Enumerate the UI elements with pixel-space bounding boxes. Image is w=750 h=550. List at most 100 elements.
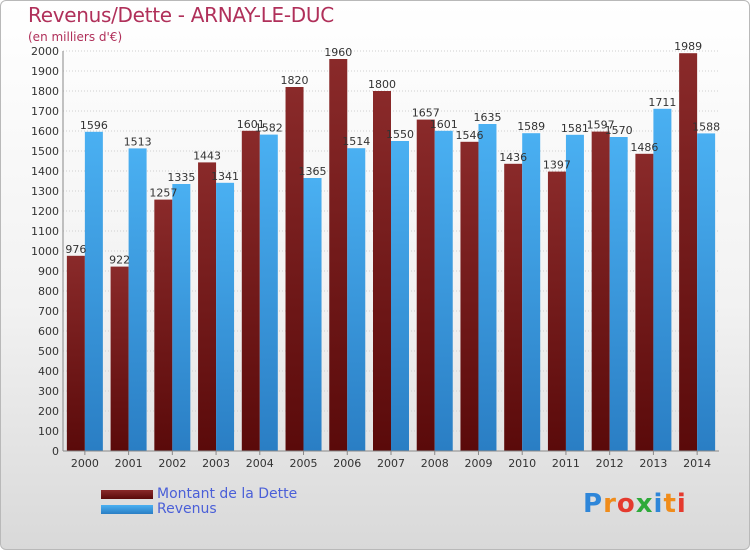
bar-dette xyxy=(591,131,610,451)
bar-revenus xyxy=(172,184,191,451)
bar-dette-label: 976 xyxy=(65,243,86,256)
bar-dette-label: 922 xyxy=(109,254,130,267)
bar-revenus-label: 1335 xyxy=(167,171,195,184)
x-tick-label: 2007 xyxy=(377,457,405,470)
y-tick-label: 300 xyxy=(38,385,59,398)
logo-letter: o xyxy=(616,489,636,519)
bar-dette xyxy=(154,199,173,451)
legend-label-dette: Montant de la Dette xyxy=(157,486,298,502)
bar-revenus-label: 1589 xyxy=(517,120,545,133)
x-tick-label: 2009 xyxy=(464,457,492,470)
bar-dette-label: 1597 xyxy=(587,119,615,132)
bar-revenus xyxy=(653,108,672,452)
y-tick-label: 1100 xyxy=(31,225,59,238)
bar-revenus-label: 1601 xyxy=(430,118,458,131)
bar-revenus xyxy=(259,134,278,451)
legend-label-revenus: Revenus xyxy=(157,501,217,517)
x-tick-label: 2003 xyxy=(202,457,230,470)
bar-dette xyxy=(110,266,129,451)
bar-revenus-label: 1581 xyxy=(561,122,589,135)
bar-revenus-label: 1514 xyxy=(342,135,370,148)
bars xyxy=(66,53,716,452)
bar-revenus-label: 1570 xyxy=(605,124,633,137)
bar-revenus-label: 1513 xyxy=(124,135,152,148)
y-tick-label: 1300 xyxy=(31,185,59,198)
bar-dette-label: 1436 xyxy=(499,151,527,164)
y-tick-label: 600 xyxy=(38,325,59,338)
bar-revenus xyxy=(303,178,322,451)
x-tick-label: 2005 xyxy=(290,457,318,470)
bar-dette xyxy=(460,141,479,452)
x-tick-label: 2006 xyxy=(333,457,361,470)
y-tick-label: 500 xyxy=(38,345,59,358)
y-tick-label: 800 xyxy=(38,285,59,298)
logo-letter: P xyxy=(583,489,604,519)
bar-dette-label: 1800 xyxy=(368,78,396,91)
x-tick-label: 2014 xyxy=(683,457,711,470)
legend-swatch-revenus xyxy=(101,505,153,514)
bar-revenus-label: 1341 xyxy=(211,170,239,183)
bar-dette-label: 1960 xyxy=(324,46,352,59)
bar-dette-label: 1657 xyxy=(412,107,440,120)
y-tick-label: 0 xyxy=(52,445,59,458)
y-tick-label: 900 xyxy=(38,265,59,278)
y-tick-label: 1600 xyxy=(31,125,59,138)
bar-dette xyxy=(285,87,304,451)
bar-revenus xyxy=(391,141,409,451)
y-tick-label: 100 xyxy=(38,425,59,438)
bar-revenus xyxy=(522,133,541,451)
x-tick-label: 2000 xyxy=(71,457,99,470)
bar-dette xyxy=(635,153,654,452)
x-tick-label: 2008 xyxy=(421,457,449,470)
bar-revenus xyxy=(84,131,103,452)
logo-letter: t xyxy=(663,489,677,519)
logo-letter: x xyxy=(635,489,654,519)
proxiti-logo: Proxiti xyxy=(583,489,687,519)
logo-letter: i xyxy=(676,489,687,519)
data-labels: 9761596922151312571335144313411601158218… xyxy=(65,40,720,266)
chart-subtitle: (en milliers d'€) xyxy=(28,30,123,44)
bar-dette xyxy=(241,130,260,452)
axes: 0 100 200 300 400 500 600 700 800 900 1000 1100 1200… xyxy=(31,45,719,470)
bar-dette xyxy=(504,163,523,452)
x-tick-label: 2010 xyxy=(508,457,536,470)
y-tick-label: 1200 xyxy=(31,205,59,218)
bar-dette-label: 1397 xyxy=(543,159,571,172)
bar-dette-label: 1820 xyxy=(281,74,309,87)
bar-revenus-label: 1635 xyxy=(473,111,501,124)
bar-dette-label: 1601 xyxy=(237,118,265,131)
x-tick-label: 2002 xyxy=(158,457,186,470)
y-tick-label: 2000 xyxy=(31,45,59,58)
bar-dette xyxy=(547,171,566,451)
bar-dette xyxy=(416,119,435,451)
bar-revenus xyxy=(434,130,453,452)
logo-letter: r xyxy=(603,489,617,519)
bar-dette xyxy=(679,53,698,451)
y-tick-label: 200 xyxy=(38,405,59,418)
bar-revenus-label: 1596 xyxy=(80,119,108,132)
y-tick-label: 1400 xyxy=(31,165,59,178)
chart-title: Revenus/Dette - ARNAY-LE-DUC xyxy=(28,3,334,27)
y-tick-label: 400 xyxy=(38,365,59,378)
bar-revenus xyxy=(609,137,628,451)
bar-revenus xyxy=(128,148,147,451)
bar-dette-label: 1989 xyxy=(674,40,702,53)
bar-dette xyxy=(373,91,391,451)
bar-revenus-label: 1582 xyxy=(255,122,283,135)
bar-dette-label: 1486 xyxy=(630,141,658,154)
x-tick-label: 2001 xyxy=(115,457,143,470)
y-tick-label: 1800 xyxy=(31,85,59,98)
y-tick-label: 1700 xyxy=(31,105,59,118)
bar-dette-label: 1443 xyxy=(193,149,221,162)
logo-letter: i xyxy=(653,489,664,519)
bar-dette xyxy=(66,255,85,451)
bar-revenus xyxy=(216,182,235,452)
y-tick-label: 1500 xyxy=(31,145,59,158)
bar-dette-label: 1546 xyxy=(455,129,483,142)
bar-revenus xyxy=(478,124,497,451)
bar-revenus-label: 1550 xyxy=(386,128,414,141)
bar-revenus xyxy=(565,134,584,452)
bar-dette xyxy=(198,162,217,451)
legend-swatch-dette xyxy=(101,490,153,499)
